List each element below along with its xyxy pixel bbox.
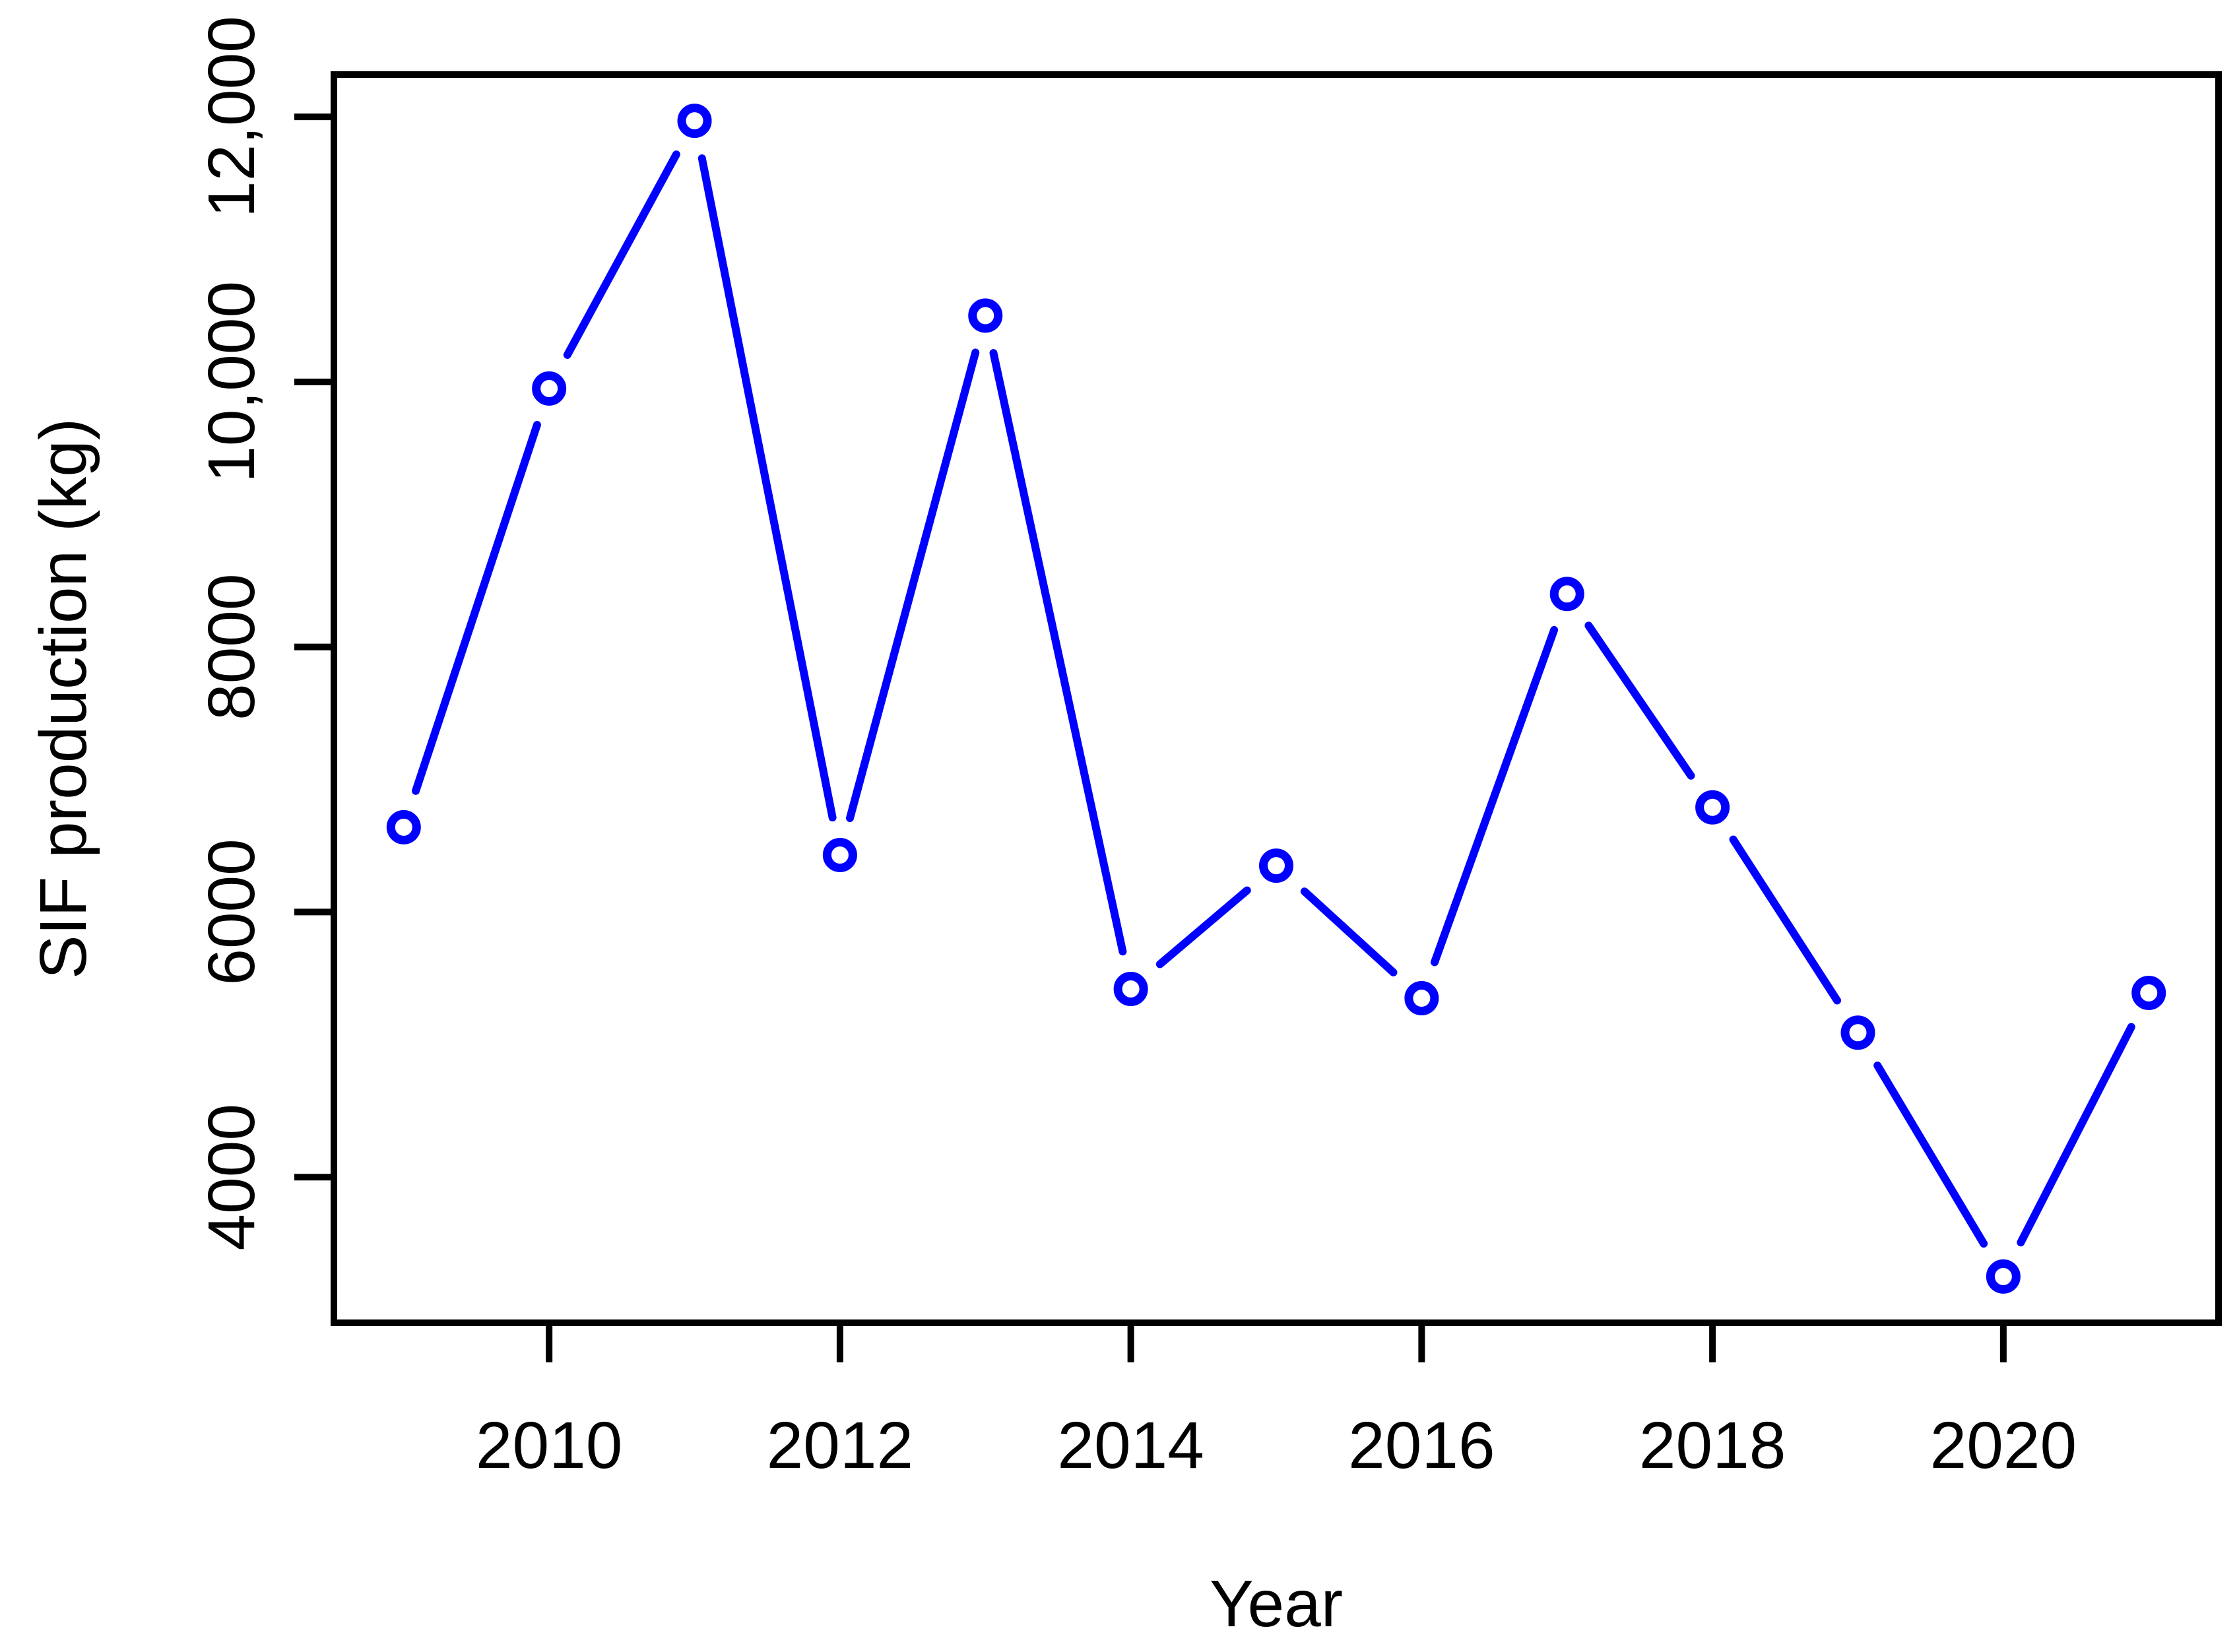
x-tick-label: 2018 bbox=[1639, 1409, 1786, 1482]
x-axis-title: Year bbox=[1210, 1567, 1343, 1641]
data-point-marker bbox=[386, 810, 421, 844]
y-axis-ticks bbox=[294, 113, 334, 1181]
data-point-marker bbox=[1695, 790, 1730, 825]
line-segment bbox=[1729, 835, 1842, 1005]
y-axis-title: SIF production (kg) bbox=[26, 418, 100, 979]
plot-border-box bbox=[331, 71, 2222, 1326]
data-point-marker bbox=[1113, 971, 1148, 1006]
line-segment bbox=[1155, 886, 1251, 969]
data-point-marker bbox=[532, 371, 567, 406]
line-segment bbox=[412, 420, 541, 795]
line-segment bbox=[1873, 1062, 1988, 1248]
data-line-segments bbox=[412, 150, 2135, 1248]
y-axis-tick-labels: 4000 6000 8000 10,000 12,000 bbox=[195, 16, 269, 1250]
line-segment bbox=[845, 348, 980, 823]
y-tick-label: 12,000 bbox=[195, 16, 269, 218]
data-point-marker bbox=[1404, 981, 1439, 1016]
data-point-marker bbox=[1986, 1259, 2021, 1294]
y-tick-label: 8000 bbox=[195, 573, 269, 720]
data-point-markers bbox=[386, 104, 2166, 1294]
data-point-marker bbox=[1259, 848, 1293, 883]
y-tick-label: 10,000 bbox=[195, 281, 269, 483]
line-segment bbox=[989, 349, 1127, 956]
data-point-marker bbox=[2131, 975, 2166, 1010]
data-point-marker bbox=[677, 104, 712, 139]
line-segment bbox=[1584, 621, 1695, 780]
x-axis-ticks bbox=[546, 1323, 2007, 1362]
x-tick-label: 2020 bbox=[1930, 1409, 2077, 1482]
line-segment bbox=[1300, 887, 1398, 976]
data-point-marker bbox=[822, 838, 857, 873]
y-tick-label: 4000 bbox=[195, 1104, 269, 1250]
line-segment bbox=[1430, 625, 1559, 967]
x-tick-label: 2010 bbox=[476, 1409, 622, 1482]
line-segment bbox=[2017, 1023, 2135, 1247]
x-tick-label: 2016 bbox=[1348, 1409, 1495, 1482]
line-segment bbox=[698, 154, 837, 822]
x-axis-tick-labels: 2010 2012 2014 2016 2018 2020 bbox=[476, 1409, 2077, 1482]
x-tick-label: 2012 bbox=[767, 1409, 913, 1482]
line-segment bbox=[563, 150, 680, 359]
data-point-marker bbox=[1840, 1015, 1875, 1050]
data-point-marker bbox=[968, 298, 1003, 333]
data-point-marker bbox=[1549, 577, 1584, 612]
x-tick-label: 2014 bbox=[1057, 1409, 1204, 1482]
y-tick-label: 6000 bbox=[195, 839, 269, 985]
